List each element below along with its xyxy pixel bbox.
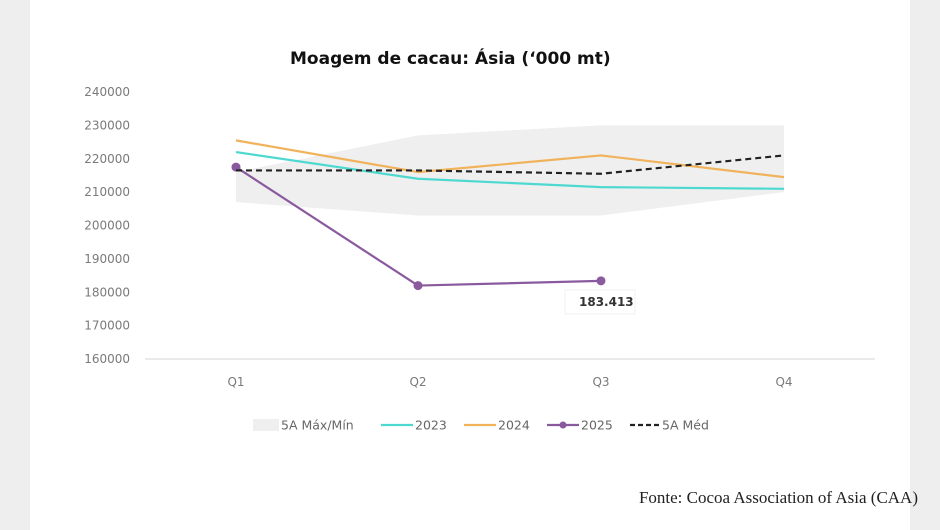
- data-label: 183.413: [579, 295, 634, 309]
- legend-label-2023: 2023: [415, 418, 447, 433]
- series-line-2024: [235, 139, 785, 179]
- series-line-5a-m-d: [236, 154, 785, 175]
- legend-label-2024: 2024: [498, 418, 530, 433]
- chart-panel: [30, 0, 910, 530]
- x-tick-label: Q3: [592, 375, 609, 389]
- legend-swatch-5a-m-x-m-n: [253, 419, 279, 431]
- series-line-2023: [235, 150, 785, 190]
- y-tick-label: 200000: [84, 219, 130, 233]
- legend-marker-2025: [559, 421, 567, 429]
- band-area: [236, 125, 784, 216]
- y-tick-label: 230000: [84, 118, 130, 132]
- x-tick-label: Q1: [227, 375, 244, 389]
- x-tick-label: Q2: [409, 375, 426, 389]
- source-note: Fonte: Cocoa Association of Asia (CAA): [638, 488, 918, 507]
- x-tick-label: Q4: [775, 375, 792, 389]
- legend-label-2025: 2025: [581, 418, 613, 433]
- y-tick-label: 210000: [84, 185, 130, 199]
- series-point-2025: [596, 276, 606, 286]
- y-tick-label: 160000: [84, 352, 130, 366]
- legend-label-5a-m-x-m-n: 5A Máx/Mín: [281, 418, 354, 433]
- y-tick-label: 220000: [84, 152, 130, 166]
- chart-title: Moagem de cacau: Ásia (‘000 mt): [290, 49, 611, 69]
- legend-label-5a-m-d: 5A Méd: [662, 418, 709, 433]
- y-tick-label: 180000: [84, 285, 130, 299]
- series-point-2025: [413, 281, 423, 291]
- y-tick-label: 240000: [84, 85, 130, 99]
- data-label-box: [564, 289, 636, 315]
- y-tick-label: 190000: [84, 252, 130, 266]
- y-tick-label: 170000: [84, 319, 130, 333]
